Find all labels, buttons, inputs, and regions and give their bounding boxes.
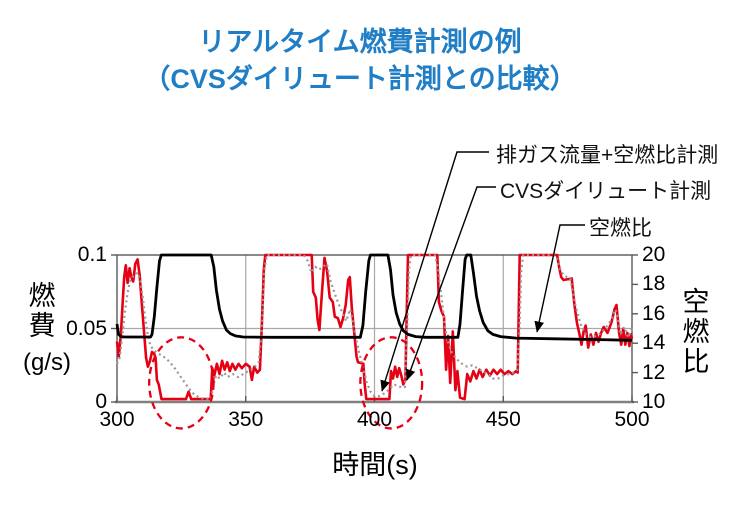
y-right-tick-14: 14	[642, 331, 666, 355]
label-cvs-dilute-measurement: CVSダイリュート計測	[500, 180, 712, 203]
series-cvs	[115, 253, 634, 401]
x-tick-500: 500	[614, 408, 650, 431]
chart-title-line2: （CVSダイリュート計測との比較）	[143, 64, 577, 94]
y-left-tick-0: 0	[95, 390, 107, 413]
x-tick-450: 450	[485, 408, 521, 431]
y-axis-left-title: 燃費	[28, 281, 56, 342]
label-air-fuel-ratio: 空燃比	[589, 217, 652, 240]
series-realtime	[115, 253, 634, 401]
y-axis-left-unit: (g/s)	[23, 349, 71, 376]
y-right-tick-20: 20	[642, 243, 666, 266]
y-right-tick-12: 12	[642, 360, 666, 384]
highlight-ellipse-2	[359, 336, 424, 430]
series-afr	[115, 253, 633, 342]
y-right-tick-10: 10	[642, 390, 666, 413]
x-tick-300: 300	[99, 408, 135, 431]
y-left-tick-0.1: 0.1	[77, 243, 107, 266]
x-axis-title: 時間(s)	[332, 450, 418, 480]
chart-title: リアルタイム燃費計測の例 （CVSダイリュート計測との比較）	[0, 24, 720, 98]
y-axis-right-title: 空燃比	[682, 287, 710, 378]
chart-title-line1: リアルタイム燃費計測の例	[198, 27, 522, 57]
x-tick-400: 400	[356, 408, 393, 431]
highlight-ellipse-1	[148, 336, 215, 430]
label-realtime-measurement: 排ガス流量+空燃比計測	[496, 144, 719, 167]
leader-cvs	[405, 186, 496, 381]
y-left-tick-0.05: 0.05	[66, 316, 107, 340]
leader-afr	[534, 224, 585, 333]
y-right-tick-16: 16	[642, 301, 666, 325]
x-tick-350: 350	[228, 408, 264, 431]
y-right-tick-18: 18	[642, 272, 666, 296]
leader-realtime	[380, 151, 489, 392]
